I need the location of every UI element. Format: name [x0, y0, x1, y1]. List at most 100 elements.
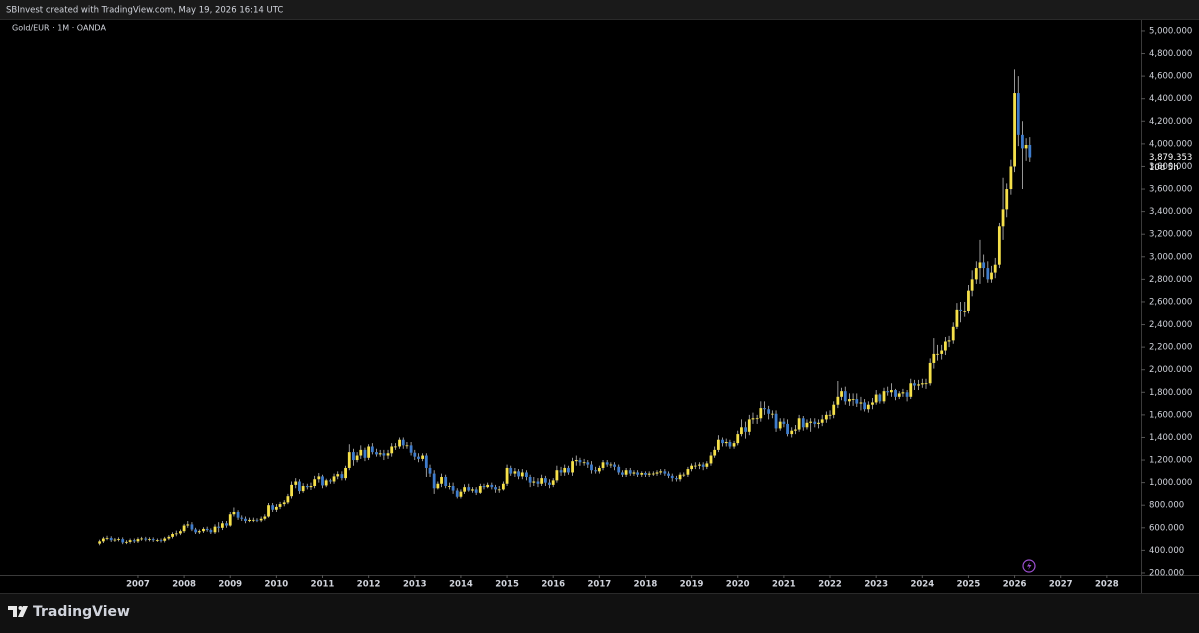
candle-body	[197, 531, 201, 533]
y-tick-label: 800.000	[1149, 501, 1184, 511]
candle-body	[286, 496, 290, 503]
candle-body	[728, 441, 732, 447]
candle-body	[1028, 145, 1032, 158]
header-bar	[0, 0, 1199, 19]
y-tick-label: 4,400.000	[1149, 94, 1192, 104]
candle-body	[574, 460, 578, 462]
candle-body	[428, 467, 432, 474]
candle-body	[248, 519, 252, 522]
candle-body	[678, 474, 682, 480]
candle-body	[917, 384, 921, 386]
x-tick-label: 2020	[726, 580, 750, 590]
candle-body	[686, 469, 690, 475]
candle-body	[328, 480, 332, 482]
candle-body	[636, 472, 640, 475]
candle-body	[1024, 145, 1028, 149]
candle-body	[655, 472, 659, 474]
candle-body	[882, 391, 886, 402]
candle-body	[125, 541, 128, 543]
candle-body	[244, 518, 247, 522]
x-tick-label: 2022	[818, 580, 842, 590]
y-tick-label: 4,600.000	[1149, 72, 1192, 82]
candle-body	[578, 460, 582, 463]
candle-body	[597, 467, 601, 472]
candle-body	[370, 446, 374, 453]
candle-body	[701, 464, 705, 467]
candle-body	[797, 418, 801, 430]
candle-body	[1001, 209, 1005, 227]
candle-body	[878, 394, 882, 402]
candle-body	[940, 350, 944, 354]
candle-body	[732, 443, 736, 447]
candle-body	[813, 421, 817, 424]
candle-body	[363, 449, 367, 458]
candle-body	[151, 539, 155, 541]
candle-body	[763, 408, 766, 410]
candle-body	[820, 419, 824, 423]
candle-body	[263, 516, 267, 519]
event-circle[interactable]	[1022, 559, 1036, 573]
candle-body	[232, 511, 236, 515]
candle-body	[101, 538, 105, 542]
candle-body	[1009, 166, 1013, 190]
candle-body	[928, 362, 932, 384]
y-tick-label: 1,600.000	[1149, 410, 1192, 420]
y-tick-label: 1,400.000	[1149, 433, 1192, 443]
candle-body	[528, 476, 532, 483]
candle-body	[444, 476, 448, 487]
candle-body	[179, 531, 182, 534]
candle-body	[255, 519, 259, 521]
candle-body	[786, 423, 789, 435]
candle-body	[509, 467, 513, 474]
candle-body	[421, 455, 425, 459]
brand-logo: TradingView	[8, 604, 130, 620]
y-tick-label: 3,800.000	[1149, 162, 1192, 172]
candle-body	[932, 353, 936, 363]
header-text: SBInvest created with TradingView.com, M…	[6, 6, 283, 16]
candle-body	[417, 456, 420, 459]
candle-body	[905, 392, 909, 397]
candle-body	[909, 383, 913, 397]
candle-body	[132, 540, 136, 542]
candle-body	[459, 491, 463, 497]
y-tick-label: 4,800.000	[1149, 49, 1192, 59]
y-tick-label: 400.000	[1149, 546, 1184, 556]
footer-bar	[0, 593, 1199, 633]
event-bolt[interactable]	[1027, 562, 1032, 570]
candle-body	[863, 402, 867, 410]
candle-body	[344, 467, 347, 479]
candle-body	[551, 480, 555, 485]
candle-body	[709, 455, 713, 464]
candle-body	[398, 439, 401, 447]
candle-body	[309, 486, 313, 488]
x-tick-label: 2007	[126, 580, 150, 590]
candle-body	[409, 445, 413, 453]
candle-body	[182, 525, 186, 532]
y-tick-label: 3,200.000	[1149, 230, 1192, 240]
candle-body	[174, 533, 178, 535]
candle-body	[778, 421, 782, 429]
candle-body	[190, 524, 194, 530]
candle-body	[282, 502, 286, 505]
logo-part	[8, 606, 17, 617]
candle-body	[382, 453, 386, 456]
candle-body	[721, 439, 724, 444]
event-icon[interactable]	[1022, 559, 1036, 573]
candle-body	[225, 523, 228, 526]
candle-body	[724, 441, 728, 444]
candle-body	[113, 539, 117, 541]
candle-body	[109, 537, 113, 541]
candle-body	[332, 476, 336, 482]
candle-body	[375, 452, 378, 455]
candle-body	[874, 394, 878, 403]
candle-body	[955, 309, 959, 327]
y-tick-label: 2,800.000	[1149, 275, 1192, 285]
candle-body	[632, 472, 636, 474]
candle-body	[794, 429, 797, 431]
x-tick-label: 2016	[541, 580, 565, 590]
y-tick-label: 4,000.000	[1149, 139, 1192, 149]
candle-body	[305, 486, 309, 488]
y-tick-label: 2,200.000	[1149, 343, 1192, 353]
